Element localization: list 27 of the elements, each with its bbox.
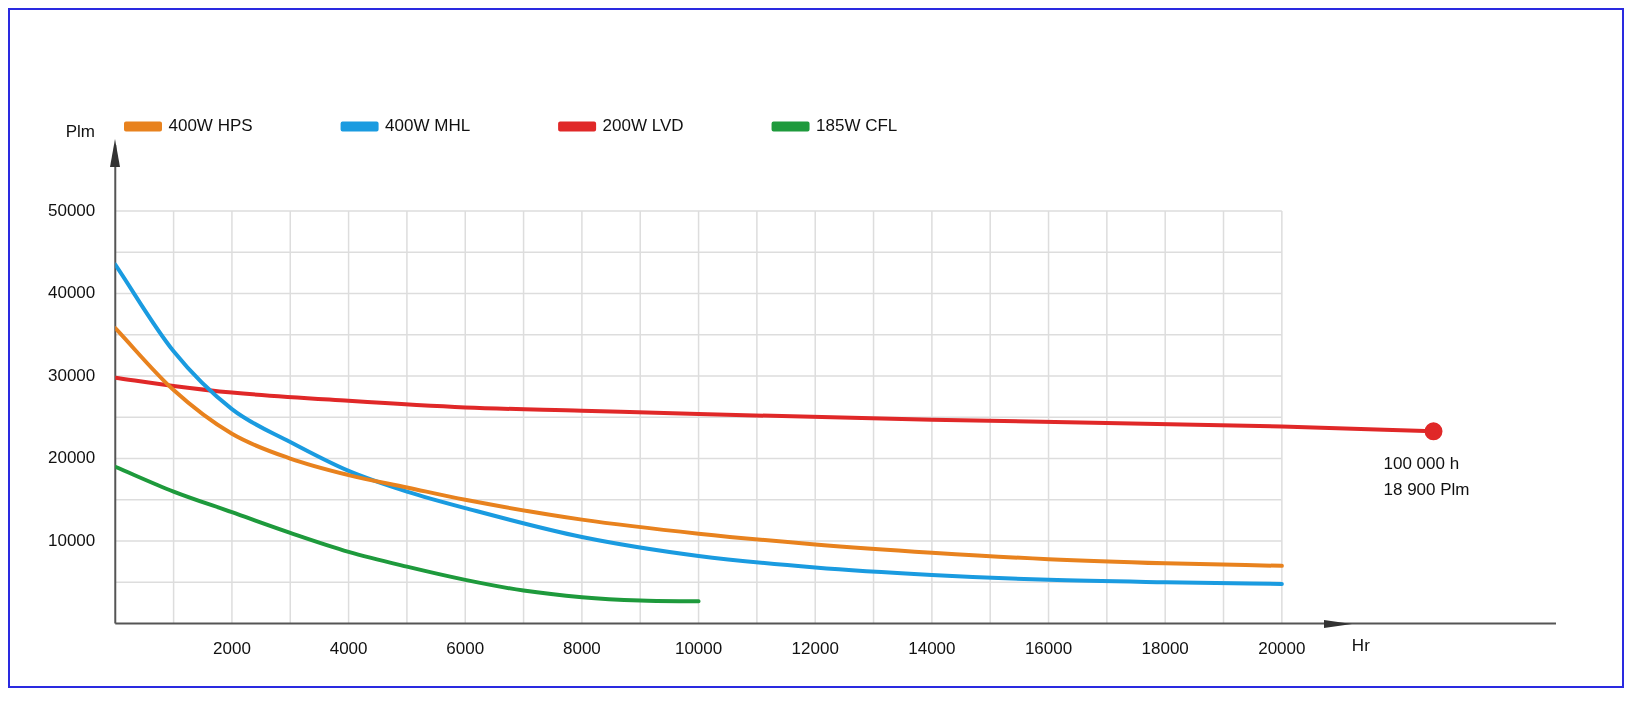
x-tick-label: 10000: [674, 639, 723, 659]
y-tick-label: 10000: [47, 530, 96, 550]
x-tick-label: 8000: [562, 639, 601, 659]
legend-label: 185W CFL: [816, 116, 898, 136]
x-axis-title: Hr: [1351, 635, 1371, 655]
annotation: 100 000 h: [1383, 453, 1460, 473]
x-tick-label: 12000: [791, 639, 839, 659]
y-tick-label: 40000: [47, 283, 96, 303]
x-tick-label: 20000: [1258, 639, 1306, 659]
line-series: [115, 262, 1284, 586]
line-series: [115, 464, 701, 604]
y-tick-label: 20000: [47, 448, 96, 468]
x-tick-label: 14000: [908, 639, 956, 659]
x-tick-label: 2000: [213, 639, 251, 659]
x-tick-label: 16000: [1024, 639, 1073, 659]
y-tick-label: 50000: [47, 200, 96, 220]
y-axis-title: Plm: [65, 122, 95, 142]
legend-label: 400W MHL: [385, 116, 471, 136]
legend-label: 200W LVD: [602, 116, 684, 136]
x-tick-label: 18000: [1141, 639, 1189, 659]
line-series: [115, 326, 1284, 568]
x-tick-label: 4000: [329, 639, 368, 659]
page-border: 400W HPS 400W MHL 200W LVD 185W CFL 2000 4000 6000 8000 10000 12000 14000 16000 18000 20000 10000 20000 30000 40000 50000 Plm Hr 100 000 h 18 900 Plm: [8, 8, 1624, 688]
x-tick-label: 6000: [446, 639, 485, 659]
legend-label: 400W HPS: [168, 116, 253, 136]
y-tick-label: 30000: [47, 365, 96, 385]
annotation: 18 900 Plm: [1383, 479, 1470, 499]
